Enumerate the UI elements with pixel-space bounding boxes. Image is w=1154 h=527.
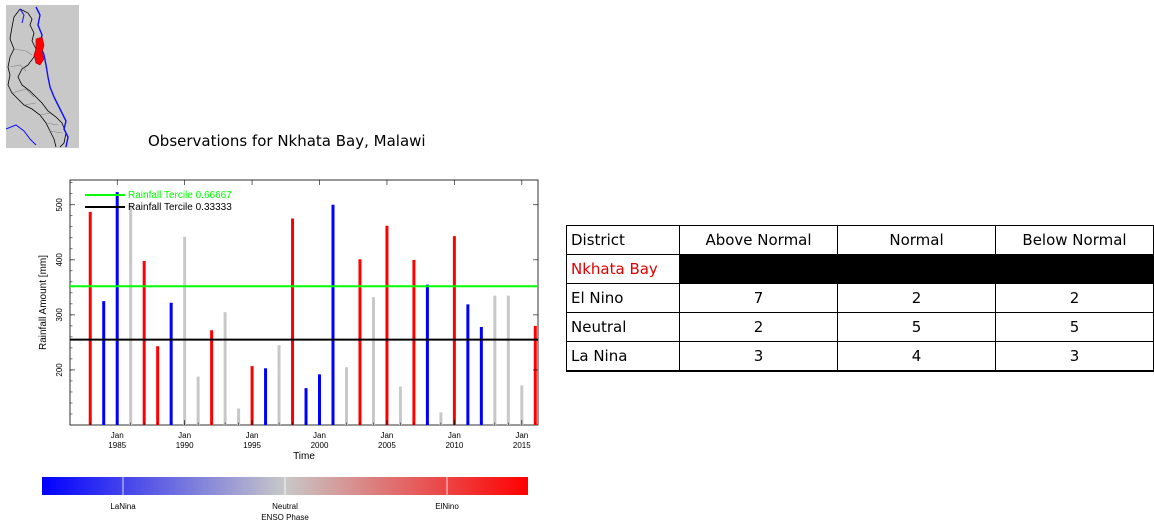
header-above-normal: Above Normal	[679, 225, 838, 255]
table-cell: 2	[679, 312, 838, 342]
river-west	[19, 8, 25, 24]
district-cell	[995, 254, 1154, 284]
table-cell: 7	[679, 283, 838, 313]
table-cell: 4	[837, 341, 996, 372]
table-row: El Nino 7 2 2	[566, 283, 1154, 313]
y-tick-label: 200	[55, 363, 64, 377]
table-cell: 3	[995, 341, 1154, 372]
x-tick-label: Jan	[246, 431, 259, 440]
malawi-map	[6, 5, 79, 148]
malawi-outline	[7, 8, 67, 148]
header-below-normal: Below Normal	[995, 225, 1154, 255]
colorbar-label-elnino: ElNino	[435, 502, 459, 511]
enso-colorbar: LaNina Neutral ElNino ENSO Phase	[42, 477, 528, 522]
plot-frame	[69, 179, 539, 426]
x-tick-label: Jan	[313, 431, 326, 440]
legend-label: Rainfall Tercile 0.33333	[128, 202, 232, 213]
x-tick-label: 2010	[445, 441, 463, 450]
district-name: Nkhata Bay	[566, 254, 680, 284]
row-label: El Nino	[566, 283, 680, 313]
x-tick-label: 1995	[243, 441, 261, 450]
row-label: La Nina	[566, 341, 680, 372]
x-tick-label: 1985	[108, 441, 126, 450]
x-axis-label: Time	[293, 451, 315, 462]
x-tick-label: 1990	[176, 441, 194, 450]
header-normal: Normal	[837, 225, 996, 255]
y-axis-label: Rainfall Amount [mm]	[38, 255, 49, 350]
table-cell: 5	[995, 312, 1154, 342]
row-label: Neutral	[566, 312, 680, 342]
x-tick-label: 2005	[378, 441, 396, 450]
table-cell: 3	[679, 341, 838, 372]
colorbar-title: ENSO Phase	[261, 513, 309, 522]
tercile-summary-table: District Above Normal Normal Below Norma…	[566, 225, 1154, 372]
y-tick-label: 300	[55, 308, 64, 322]
district-cell	[837, 254, 996, 284]
district-lines	[9, 48, 63, 134]
x-tick-label: 2015	[513, 441, 531, 450]
x-tick-label: Jan	[515, 431, 528, 440]
table-header-row: District Above Normal Normal Below Norma…	[566, 225, 1154, 255]
river-south	[6, 124, 37, 146]
rainfall-chart: 200300400500Jan1985Jan1990Jan1995Jan2000…	[38, 179, 539, 462]
y-tick-label: 400	[55, 253, 64, 267]
table-cell: 2	[995, 283, 1154, 313]
table-district-row: Nkhata Bay	[566, 254, 1154, 284]
x-tick-label: Jan	[448, 431, 461, 440]
table-row: La Nina 3 4 3	[566, 341, 1154, 372]
header-district: District	[566, 225, 680, 255]
x-tick-label: Jan	[178, 431, 191, 440]
table-cell: 2	[837, 283, 996, 313]
x-tick-label: 2000	[311, 441, 329, 450]
table-row: Neutral 2 5 5	[566, 312, 1154, 342]
y-tick-label: 500	[55, 198, 64, 212]
highlighted-district	[33, 36, 45, 66]
x-tick-label: Jan	[111, 431, 124, 440]
x-tick-label: Jan	[380, 431, 393, 440]
observations-title: Observations for Nkhata Bay, Malawi	[148, 132, 426, 150]
colorbar-label-lanina: LaNina	[110, 502, 136, 511]
legend-label: Rainfall Tercile 0.66667	[128, 190, 232, 201]
lake-malawi	[35, 6, 69, 148]
district-cell	[679, 254, 838, 284]
table-cell: 5	[837, 312, 996, 342]
colorbar-label-neutral: Neutral	[272, 502, 298, 511]
